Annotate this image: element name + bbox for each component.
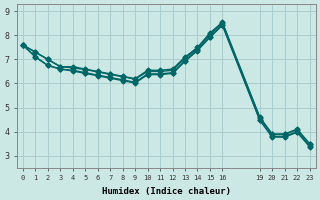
X-axis label: Humidex (Indice chaleur): Humidex (Indice chaleur): [102, 187, 231, 196]
